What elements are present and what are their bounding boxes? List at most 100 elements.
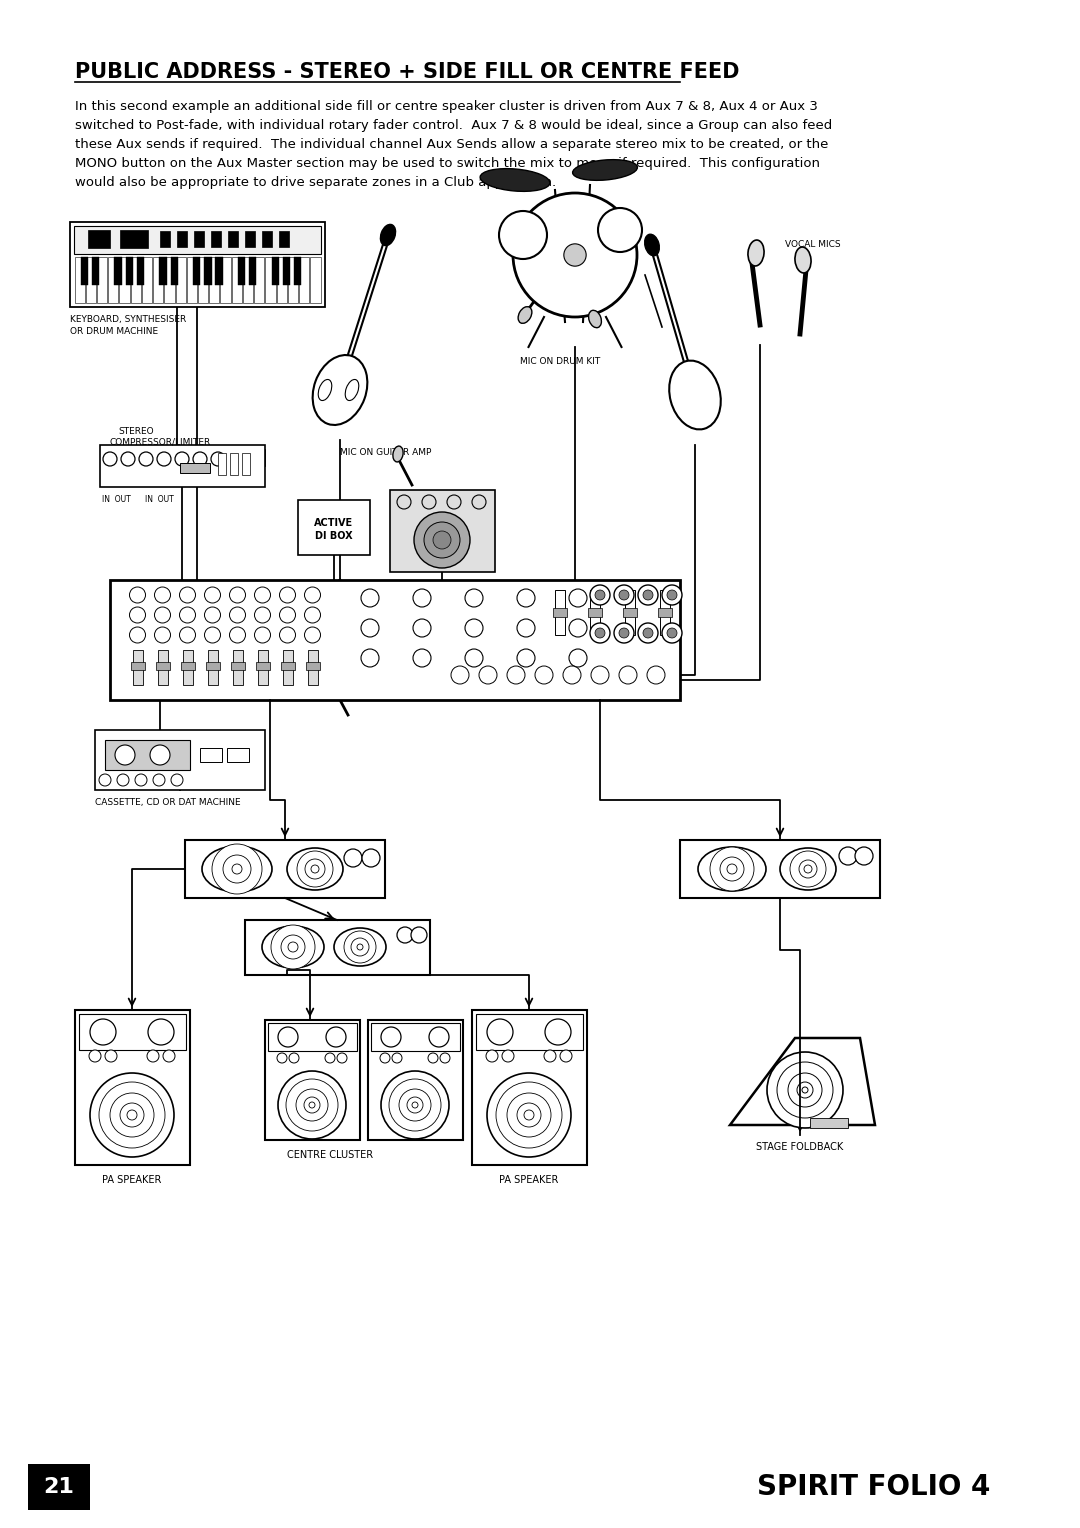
Bar (131, 662, 145, 669)
Bar (553, 608, 567, 617)
Circle shape (90, 1073, 174, 1157)
Ellipse shape (380, 225, 395, 246)
Circle shape (788, 1073, 822, 1106)
Bar (249, 257, 256, 284)
Circle shape (619, 628, 629, 639)
Circle shape (157, 452, 171, 466)
Bar (176, 257, 186, 303)
Circle shape (535, 666, 553, 685)
Bar (131, 257, 140, 303)
Bar (87, 231, 110, 248)
Text: MIC ON DRUM KIT: MIC ON DRUM KIT (519, 358, 600, 367)
Circle shape (502, 1050, 514, 1062)
Circle shape (309, 1102, 315, 1108)
Bar (185, 840, 384, 898)
Circle shape (517, 619, 535, 637)
Circle shape (105, 1050, 117, 1062)
Bar (588, 608, 602, 617)
Bar (95, 730, 265, 790)
Circle shape (789, 851, 826, 886)
Bar (198, 257, 208, 303)
Circle shape (662, 585, 681, 605)
Text: OR DRUM MACHINE: OR DRUM MACHINE (70, 327, 158, 336)
Bar (265, 1021, 360, 1140)
Circle shape (193, 452, 207, 466)
Ellipse shape (287, 848, 343, 889)
Circle shape (643, 628, 653, 639)
Bar (210, 257, 219, 303)
Bar (108, 257, 119, 303)
Circle shape (278, 1027, 298, 1047)
Circle shape (507, 1093, 551, 1137)
Circle shape (120, 1103, 144, 1128)
Circle shape (569, 588, 588, 607)
Circle shape (204, 607, 220, 623)
Circle shape (767, 1051, 843, 1128)
Bar (230, 662, 244, 669)
Bar (368, 1021, 463, 1140)
Ellipse shape (312, 354, 367, 425)
Circle shape (414, 512, 470, 568)
Polygon shape (730, 1038, 875, 1125)
Bar (276, 257, 287, 303)
Circle shape (286, 1079, 338, 1131)
Text: switched to Post-fade, with individual rotary fader control.  Aux 7 & 8 would be: switched to Post-fade, with individual r… (75, 119, 833, 131)
Ellipse shape (481, 168, 550, 191)
Circle shape (351, 938, 369, 957)
Circle shape (429, 1027, 449, 1047)
Bar (81, 257, 89, 284)
Text: PUBLIC ADDRESS - STEREO + SIDE FILL OR CENTRE FEED: PUBLIC ADDRESS - STEREO + SIDE FILL OR C… (75, 63, 740, 83)
Bar (180, 463, 210, 474)
Ellipse shape (572, 159, 637, 180)
Text: would also be appropriate to drive separate zones in a Club application.: would also be appropriate to drive separ… (75, 176, 556, 189)
Circle shape (381, 1071, 449, 1138)
Circle shape (727, 863, 737, 874)
Circle shape (447, 495, 461, 509)
Ellipse shape (698, 847, 766, 891)
Circle shape (499, 211, 546, 260)
Text: VOCAL MICS: VOCAL MICS (785, 240, 840, 249)
Bar (97, 257, 107, 303)
Text: CENTRE CLUSTER: CENTRE CLUSTER (287, 1151, 373, 1160)
Circle shape (229, 587, 245, 604)
Text: SPIRIT FOLIO 4: SPIRIT FOLIO 4 (757, 1473, 990, 1500)
Bar (372, 1024, 460, 1051)
Bar (187, 257, 197, 303)
Bar (160, 257, 166, 284)
Circle shape (150, 746, 170, 766)
Circle shape (362, 850, 380, 866)
Bar (193, 257, 200, 284)
Bar (242, 452, 249, 475)
Ellipse shape (589, 310, 602, 327)
Bar (205, 662, 219, 669)
Bar (160, 231, 170, 248)
Circle shape (154, 607, 171, 623)
Circle shape (139, 452, 153, 466)
Bar (120, 257, 130, 303)
Circle shape (288, 941, 298, 952)
Circle shape (345, 850, 362, 866)
Circle shape (305, 587, 321, 604)
Circle shape (517, 1103, 541, 1128)
Text: DI BOX: DI BOX (315, 532, 353, 541)
Circle shape (130, 607, 146, 623)
Circle shape (381, 1027, 401, 1047)
Circle shape (855, 847, 873, 865)
Bar (256, 662, 270, 669)
Bar (114, 257, 122, 284)
Bar (218, 452, 226, 475)
Circle shape (121, 452, 135, 466)
Circle shape (465, 588, 483, 607)
Circle shape (422, 495, 436, 509)
Bar (156, 662, 170, 669)
Circle shape (662, 623, 681, 643)
Text: STAGE FOLDBACK: STAGE FOLDBACK (756, 1141, 843, 1152)
Bar (164, 257, 175, 303)
Circle shape (590, 623, 610, 643)
Circle shape (103, 452, 117, 466)
Ellipse shape (202, 847, 272, 892)
Circle shape (598, 208, 642, 252)
Circle shape (720, 857, 744, 882)
Circle shape (517, 649, 535, 668)
Text: MIC ON GUITAR AMP: MIC ON GUITAR AMP (340, 448, 431, 457)
